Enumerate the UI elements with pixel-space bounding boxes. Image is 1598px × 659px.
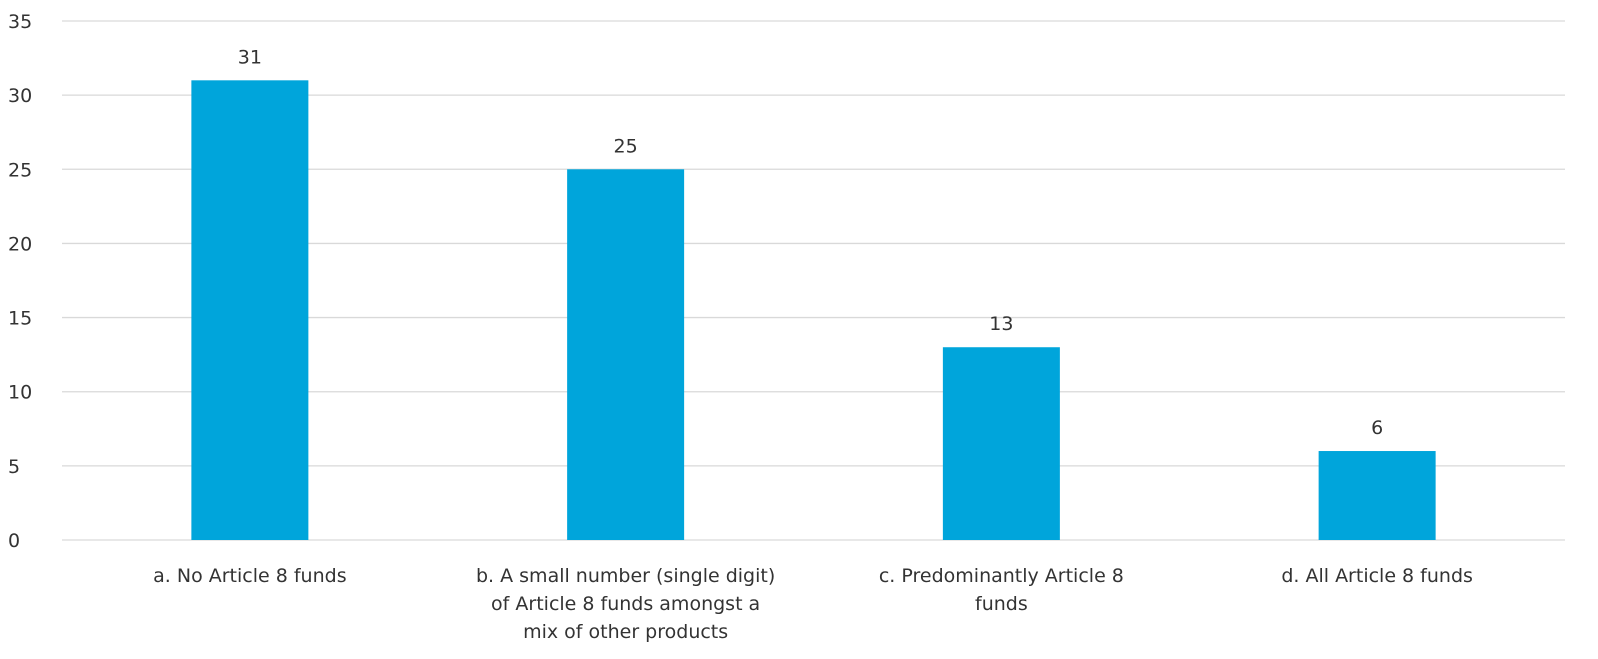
category-label: b. A small number (single digit) — [476, 565, 775, 587]
y-tick-label: 5 — [8, 456, 20, 478]
y-tick-label: 35 — [8, 11, 32, 33]
bars — [191, 80, 1436, 541]
y-axis-tick-labels: 0 5 10 15 20 25 30 35 — [8, 11, 32, 552]
category-label: of Article 8 funds amongst a — [491, 593, 760, 615]
y-tick-label: 0 — [8, 530, 20, 552]
y-tick-label: 20 — [8, 233, 32, 255]
category-label: d. All Article 8 funds — [1281, 565, 1473, 587]
category-label: funds — [975, 593, 1028, 615]
data-labels: 31 25 13 6 — [238, 46, 1383, 439]
y-tick-label: 25 — [8, 159, 32, 181]
data-label: 25 — [614, 135, 638, 157]
category-label: c. Predominantly Article 8 — [879, 565, 1124, 587]
x-axis-category-labels: a. No Article 8 funds b. A small number (… — [153, 565, 1473, 643]
data-label: 13 — [989, 313, 1013, 335]
category-label: a. No Article 8 funds — [153, 565, 346, 587]
data-label: 6 — [1371, 417, 1383, 439]
y-tick-label: 30 — [8, 85, 32, 107]
y-tick-label: 15 — [8, 308, 32, 330]
category-label: mix of other products — [523, 621, 728, 643]
gridlines — [62, 20, 1565, 541]
bar — [942, 347, 1060, 540]
bar — [1318, 451, 1436, 540]
y-tick-label: 10 — [8, 382, 32, 404]
bar — [191, 80, 309, 541]
bar — [567, 169, 685, 541]
data-label: 31 — [238, 46, 262, 68]
